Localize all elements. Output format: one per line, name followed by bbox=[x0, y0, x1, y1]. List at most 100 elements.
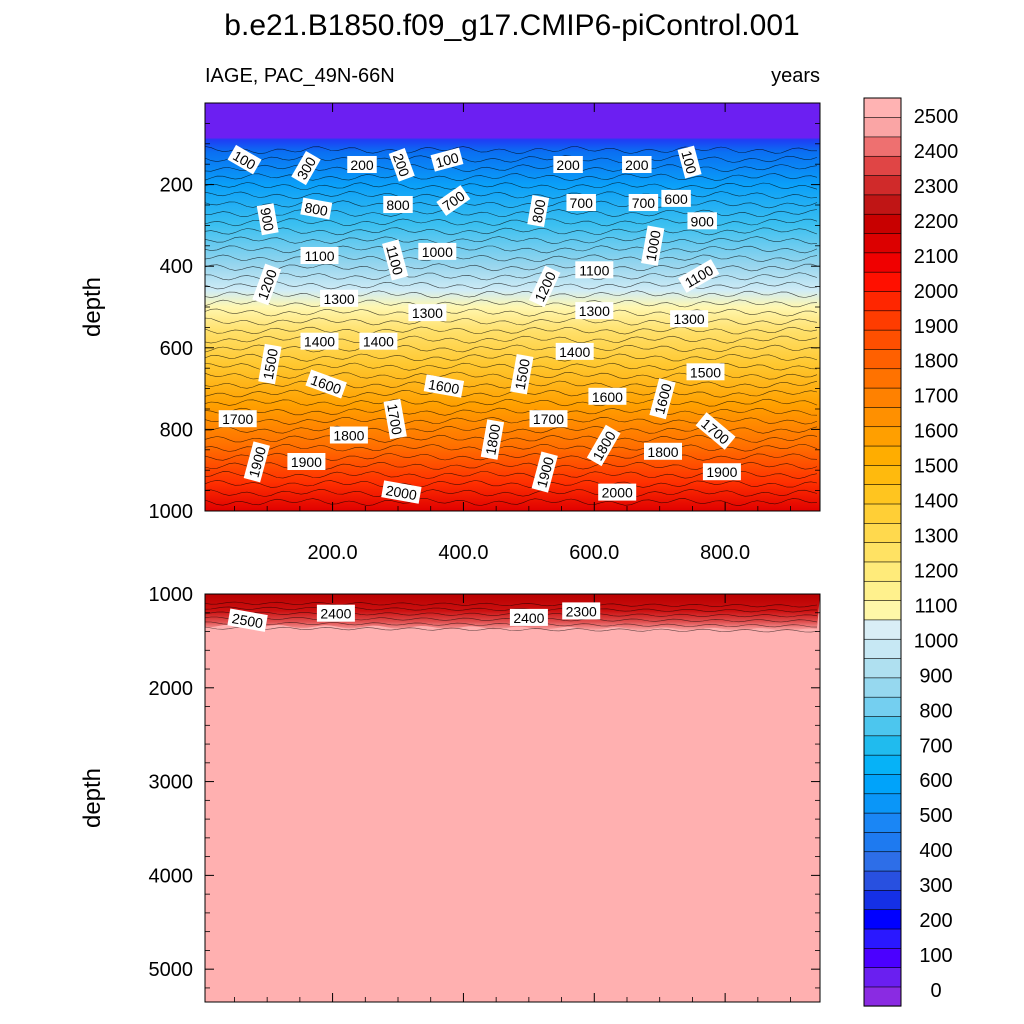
upper-contour-label-text: 1300 bbox=[324, 291, 355, 307]
chart-subtitle-left: IAGE, PAC_49N-66N bbox=[205, 65, 395, 87]
lower-contour-label: 2400 bbox=[509, 608, 548, 626]
lower-contour-fill bbox=[205, 594, 820, 1002]
colorbar-tick-label: 100 bbox=[919, 945, 952, 967]
upper-y-tick-label: 200 bbox=[160, 175, 193, 197]
upper-contour-line bbox=[204, 191, 818, 200]
colorbar-cell bbox=[863, 97, 902, 118]
upper-contour-label-box bbox=[555, 342, 594, 360]
colorbar-tick-label: 1000 bbox=[914, 630, 959, 652]
upper-contour-label-box bbox=[329, 426, 368, 444]
upper-contour-label-box bbox=[566, 194, 596, 211]
upper-contour-label-text: 1400 bbox=[363, 334, 394, 350]
upper-contour-line bbox=[204, 344, 818, 353]
upper-contour-fill bbox=[205, 103, 820, 511]
upper-contour-label-box bbox=[383, 196, 413, 213]
upper-contour-label-box bbox=[287, 453, 326, 470]
upper-contour-line bbox=[204, 308, 818, 317]
upper-contour-label-box bbox=[436, 185, 471, 216]
lower-y-tick-label: 1000 bbox=[149, 584, 194, 606]
colorbar-cell bbox=[863, 194, 902, 215]
upper-contour-line bbox=[204, 407, 818, 416]
upper-contour-label: 1700 bbox=[529, 410, 568, 428]
upper-contour-label: 1700 bbox=[383, 398, 407, 440]
upper-contour-line bbox=[204, 488, 818, 497]
colorbar-cell bbox=[863, 735, 902, 756]
upper-contour-label-box bbox=[678, 259, 720, 293]
colorbar-cell bbox=[863, 947, 902, 968]
lower-contour-label: 2400 bbox=[316, 604, 355, 622]
upper-contour-label-text: 1600 bbox=[427, 376, 461, 397]
upper-contour-label-box bbox=[347, 156, 377, 173]
upper-contour-label-text: 700 bbox=[632, 195, 656, 211]
upper-contour-label-text: 2000 bbox=[602, 485, 633, 501]
upper-contour-label-box bbox=[510, 354, 534, 395]
upper-contour-label-text: 100 bbox=[434, 149, 461, 171]
upper-contour-line bbox=[204, 353, 818, 362]
upper-contour-label-text: 2000 bbox=[385, 482, 419, 503]
upper-contour-label: 600 bbox=[661, 189, 691, 207]
upper-contour-label-text: 600 bbox=[664, 191, 688, 207]
upper-contour-label-box bbox=[430, 147, 464, 172]
upper-contour-label: 2000 bbox=[381, 480, 422, 504]
upper-contour-label: 1400 bbox=[300, 332, 339, 350]
lower-y-tick-label: 5000 bbox=[149, 959, 194, 981]
colorbar-cell bbox=[863, 310, 902, 331]
upper-contour-label: 1800 bbox=[644, 442, 682, 460]
lower-contour-line bbox=[204, 626, 818, 633]
upper-contour-label-text: 1800 bbox=[333, 428, 364, 444]
colorbar-tick-label: 200 bbox=[919, 910, 952, 932]
colorbar-cell bbox=[863, 406, 902, 428]
upper-contour-label-box bbox=[423, 374, 465, 398]
upper-contour-label-text: 1700 bbox=[384, 402, 405, 436]
upper-contour-label: 1500 bbox=[258, 343, 282, 385]
colorbar-cell bbox=[863, 599, 902, 621]
upper-contour-label-box bbox=[418, 242, 457, 260]
colorbar-cell bbox=[863, 696, 902, 717]
upper-contour-label-text: 1900 bbox=[246, 445, 270, 479]
upper-contour-label: 1400 bbox=[359, 332, 398, 350]
colorbar-cell bbox=[863, 619, 902, 640]
upper-contour-label-box bbox=[586, 424, 621, 467]
upper-contour-label-box bbox=[687, 212, 717, 230]
upper-contour-label-text: 700 bbox=[570, 195, 594, 211]
upper-contour-label-box bbox=[575, 302, 614, 320]
upper-contour-label-box bbox=[670, 310, 709, 328]
upper-contour-label-text: 1300 bbox=[579, 303, 610, 319]
colorbar-cell bbox=[863, 522, 902, 543]
upper-contour-label: 1300 bbox=[408, 304, 447, 322]
colorbar-cell bbox=[863, 657, 902, 679]
upper-contour-label: 800 bbox=[383, 196, 413, 213]
upper-contour-label-text: 1700 bbox=[222, 411, 253, 427]
upper-contour-label-box bbox=[300, 197, 333, 220]
upper-contour-label: 1900 bbox=[287, 453, 326, 470]
colorbar-cell bbox=[863, 445, 902, 466]
upper-contour-label-text: 900 bbox=[691, 213, 715, 229]
lower-contour-label-text: 2400 bbox=[320, 606, 351, 622]
upper-contour-line bbox=[204, 272, 818, 281]
upper-contour-label-box bbox=[695, 412, 736, 450]
upper-x-tick-label: 400.0 bbox=[438, 542, 488, 564]
colorbar-cell bbox=[863, 484, 902, 505]
upper-contour-label-text: 200 bbox=[625, 157, 649, 173]
upper-contour-label-box bbox=[383, 398, 407, 440]
colorbar-tick-label: 1600 bbox=[914, 421, 959, 443]
upper-contour-label-box bbox=[677, 145, 702, 179]
upper-contour-label: 1700 bbox=[218, 410, 257, 428]
upper-contour-label: 1800 bbox=[480, 419, 505, 460]
upper-contour-label-text: 1400 bbox=[304, 334, 335, 350]
upper-contour-label: 2000 bbox=[598, 483, 637, 501]
upper-contour-label-box bbox=[529, 410, 568, 428]
upper-contour-line bbox=[204, 389, 818, 398]
upper-contour-label-box bbox=[258, 343, 282, 385]
upper-contour-label: 1400 bbox=[555, 342, 594, 360]
upper-contour-label-text: 1900 bbox=[706, 464, 737, 480]
colorbar-cell bbox=[863, 155, 902, 176]
upper-contour-label-text: 1800 bbox=[647, 444, 678, 460]
colorbar-cell bbox=[863, 426, 902, 447]
upper-contour-label-text: 200 bbox=[390, 151, 413, 179]
colorbar-cell bbox=[863, 464, 902, 485]
upper-contour-label: 1300 bbox=[670, 310, 709, 328]
upper-contour-label-text: 1500 bbox=[260, 347, 281, 381]
